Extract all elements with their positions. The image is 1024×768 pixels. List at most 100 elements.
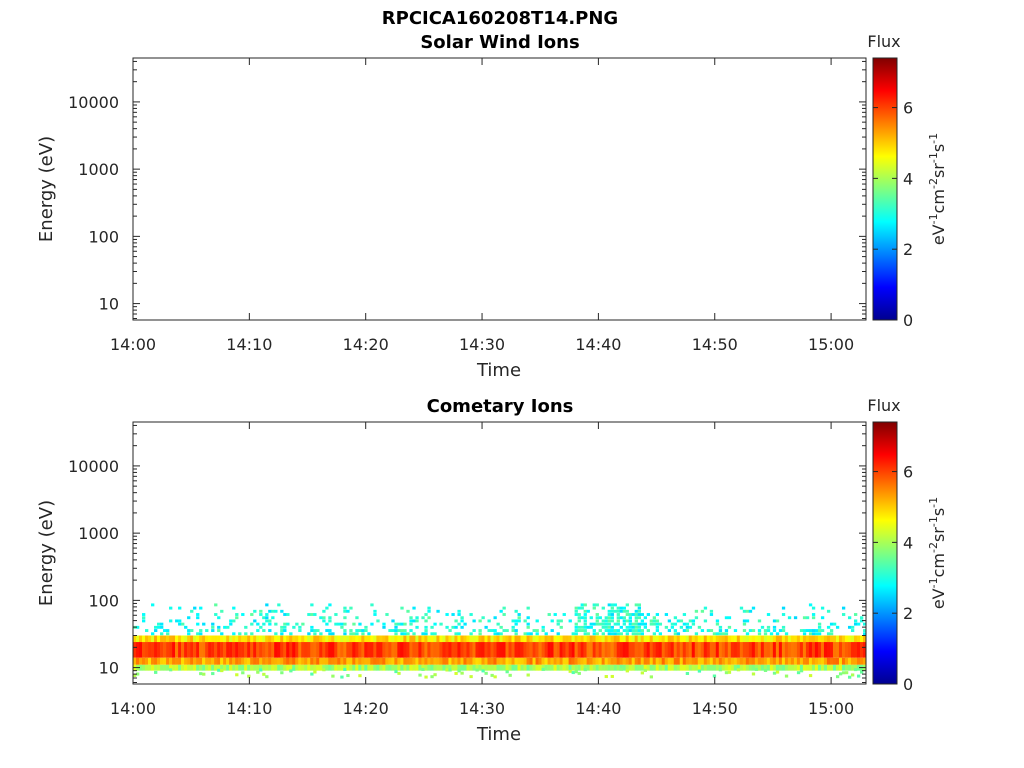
heat-cell <box>454 625 458 629</box>
heat-cell <box>361 642 365 658</box>
heat-cell <box>226 657 230 665</box>
heat-cell <box>628 622 632 626</box>
y-axis-label: Energy (eV) <box>36 136 57 242</box>
heat-cell <box>523 657 527 665</box>
heat-cell <box>712 632 717 636</box>
heat-cell <box>142 664 146 671</box>
heat-cell <box>193 635 197 643</box>
heat-cell <box>847 635 852 643</box>
heat-cell <box>610 603 614 607</box>
heat-cell <box>505 657 509 665</box>
heat-cell <box>739 642 744 658</box>
heat-cell <box>445 664 449 671</box>
heat-cell <box>712 674 717 678</box>
heat-cell <box>823 642 828 658</box>
heat-cell <box>259 613 263 616</box>
heat-cell <box>652 622 657 626</box>
heat-cell <box>820 629 825 632</box>
heat-cell <box>328 657 332 665</box>
heat-cell <box>742 609 747 613</box>
heat-cell <box>283 657 287 665</box>
heat-cell <box>271 657 275 665</box>
heat-cell <box>394 657 398 665</box>
heat-cell <box>469 642 473 658</box>
heat-cell <box>241 671 245 675</box>
heat-cell <box>301 657 305 665</box>
heat-cell <box>532 657 536 665</box>
heat-cell <box>841 635 846 643</box>
heat-cell <box>340 642 344 658</box>
heat-cell <box>343 642 347 658</box>
heat-cell <box>607 642 611 658</box>
heat-cell <box>613 629 617 632</box>
heat-cell <box>562 635 566 643</box>
heat-cell <box>220 609 224 613</box>
heat-cell <box>628 657 632 665</box>
heat-cell <box>376 635 380 643</box>
heat-cell <box>346 642 350 658</box>
heat-cell <box>754 657 759 665</box>
heat-cell <box>412 657 416 665</box>
heat-cell <box>349 657 353 665</box>
heat-cell <box>469 613 473 616</box>
heat-cell <box>352 664 356 671</box>
heat-cell <box>415 664 419 671</box>
heat-cell <box>637 616 641 620</box>
colorbar-unit: eV-1cm-2sr-1s-1 <box>927 133 948 245</box>
heat-cell <box>826 642 831 658</box>
colorbar-tick-label: 0 <box>903 675 913 694</box>
heat-cell <box>310 603 314 607</box>
heat-cell <box>181 622 185 626</box>
heat-cell <box>382 635 386 643</box>
heat-cell <box>595 616 599 620</box>
heat-cell <box>685 664 690 671</box>
heat-cell <box>607 603 611 607</box>
heat-cell <box>655 657 660 665</box>
heat-cell <box>352 632 356 636</box>
heat-cell <box>484 642 488 658</box>
heat-cell <box>448 664 452 671</box>
heat-cell <box>784 674 789 678</box>
heat-cell <box>598 657 602 665</box>
heat-cell <box>832 642 837 658</box>
heat-cell <box>820 616 825 620</box>
heat-cell <box>268 657 272 665</box>
heat-cell <box>775 657 780 665</box>
heat-cell <box>307 664 311 671</box>
heat-cell <box>511 657 515 665</box>
heat-cell <box>388 642 392 658</box>
heat-cell <box>637 603 641 607</box>
heat-cell <box>442 635 446 643</box>
heat-cell <box>697 642 702 658</box>
heat-cell <box>520 657 524 665</box>
heat-cell <box>724 632 729 636</box>
heat-cell <box>772 671 777 675</box>
heat-cell <box>863 632 867 636</box>
heat-cell <box>625 669 629 673</box>
heat-cell <box>691 619 696 623</box>
heat-cell <box>490 657 494 665</box>
heat-cell <box>292 625 296 629</box>
heat-cell <box>493 629 497 632</box>
heat-cell <box>763 668 768 672</box>
heat-cell <box>751 635 756 643</box>
heat-cell <box>640 671 644 675</box>
heat-cell <box>673 629 678 632</box>
heat-cell <box>202 635 206 643</box>
heat-cell <box>526 657 530 665</box>
heat-cell <box>763 629 768 632</box>
heat-cell <box>277 603 281 607</box>
heat-cell <box>613 657 617 665</box>
heat-cell <box>478 664 482 671</box>
heat-cell <box>478 642 482 658</box>
heat-cell <box>625 635 629 643</box>
heat-cell <box>151 603 155 607</box>
heat-cell <box>328 664 332 671</box>
heat-cell <box>514 632 518 636</box>
heat-cell <box>346 635 350 643</box>
heat-cell <box>271 664 275 671</box>
heat-cell <box>541 635 545 643</box>
heat-cell <box>145 642 149 658</box>
heat-cell <box>628 664 632 671</box>
heat-cell <box>574 632 578 636</box>
